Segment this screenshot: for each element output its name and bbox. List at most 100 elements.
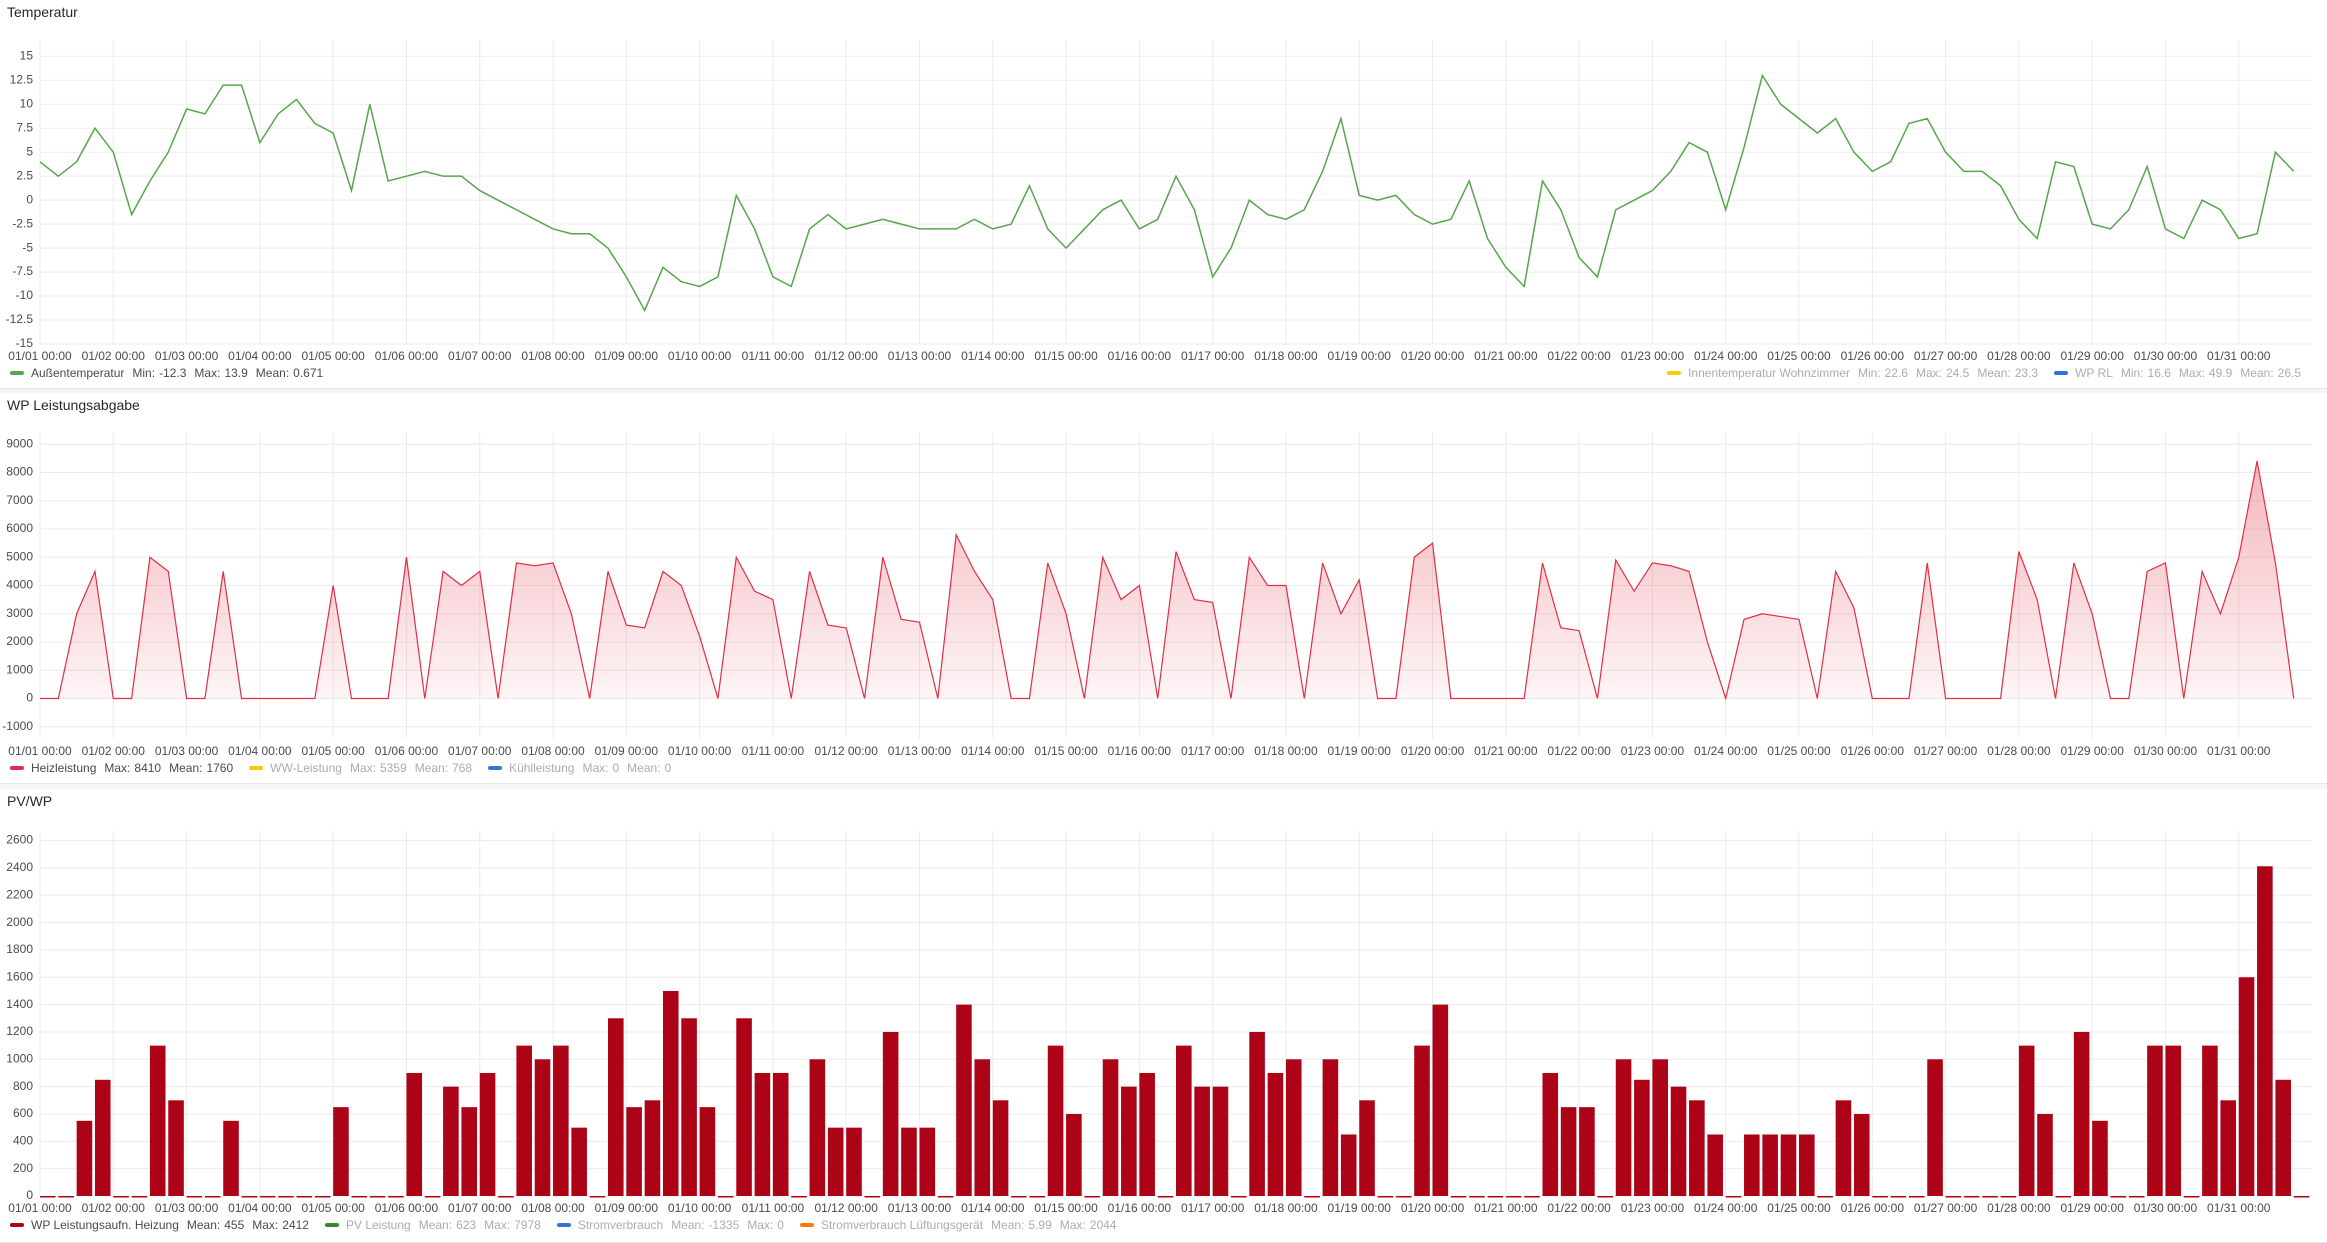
x-tick-label: 01/24 00:00 [1694, 1201, 1758, 1215]
bar [333, 1107, 349, 1196]
bar [1982, 1196, 1998, 1198]
legend-item[interactable]: Außentemperatur Min: -12.3 Max: 13.9 Mean: 0.6… [10, 366, 323, 380]
legend-swatch [488, 766, 503, 770]
legend-stat-label: Max: [582, 761, 609, 775]
x-tick-label: 01/08 00:00 [521, 1201, 585, 1215]
legend-label: Stromverbrauch [577, 1218, 664, 1232]
bar [644, 1100, 661, 1196]
bar [1542, 1072, 1559, 1196]
legend-stat-value: 24.5 [1946, 366, 1970, 380]
bar [1505, 1196, 1522, 1198]
bar [351, 1196, 368, 1198]
legend-item[interactable]: Innentemperatur Wohnzimmer Min: 22.6 Max: 24… [1667, 366, 2038, 380]
legend-label: Heizleistung [31, 761, 97, 775]
x-tick-label: 01/03 00:00 [155, 349, 219, 363]
x-tick-label: 01/01 00:00 [8, 744, 72, 758]
legend-stat-value: 2412 [282, 1218, 309, 1232]
x-tick-label: 01/24 00:00 [1694, 349, 1758, 363]
y-tick-label: -2.5 [12, 216, 33, 230]
legend-stat: Max: 2044 [1060, 1218, 1117, 1232]
x-tick-label: 01/13 00:00 [888, 1201, 952, 1215]
bar [1267, 1072, 1284, 1196]
y-tick-label: 2600 [6, 833, 33, 847]
legend-swatch [556, 1223, 571, 1227]
x-tick-label: 01/30 00:00 [2134, 349, 2198, 363]
chart: -15 -12.5 -10 -7.5 -5 -2.5 0 2.5 5 7.5 10 12.5 15 01/… [6, 40, 2312, 363]
bar [1157, 1196, 1174, 1198]
bar [791, 1196, 807, 1198]
legend-item[interactable]: Heizleistung Max: 8410 Mean: 1760 [10, 761, 233, 775]
x-tick-label: 01/18 00:00 [1254, 349, 1318, 363]
bar [2037, 1113, 2053, 1196]
bar [278, 1196, 294, 1198]
x-tick-label: 01/07 00:00 [448, 744, 512, 758]
legend-stat-value: 7978 [514, 1218, 541, 1232]
legend: Außentemperatur Min: -12.3 Max: 13.9 Mean: 0.6… [10, 366, 2317, 380]
legend-item[interactable]: PV Leistung Mean: 623 Max: 7978 [324, 1218, 541, 1232]
bar [223, 1120, 239, 1196]
y-tick-label: 800 [13, 1079, 33, 1093]
series-line [40, 460, 2295, 701]
x-tick-label: 01/11 00:00 [742, 744, 805, 758]
x-tick-label: 01/08 00:00 [521, 744, 585, 758]
x-tick-label: 01/02 00:00 [82, 744, 146, 758]
x-tick-label: 01/21 00:00 [1474, 1201, 1538, 1215]
bar [1377, 1196, 1394, 1198]
bar [113, 1196, 129, 1198]
bar [516, 1045, 532, 1196]
legend-swatch [799, 1223, 814, 1227]
legend-label: Stromverbrauch Lüftungsgerät [820, 1218, 984, 1232]
bar [1853, 1113, 1870, 1196]
legend-item[interactable]: WP RL Min: 16.6 Max: 49.9 Mean: 26.5 [2054, 366, 2301, 380]
x-tick-label: 01/26 00:00 [1841, 1201, 1905, 1215]
legend-label: Innentemperatur Wohnzimmer [1688, 366, 1850, 380]
bar [1780, 1134, 1797, 1196]
y-tick-label: 400 [13, 1133, 33, 1147]
x-tick-label: 01/22 00:00 [1547, 1201, 1611, 1215]
bar [1340, 1134, 1357, 1196]
x-tick-label: 01/07 00:00 [448, 1201, 512, 1215]
x-tick-label: 01/28 00:00 [1987, 1201, 2051, 1215]
legend-item[interactable]: WW-Leistung Max: 5359 Mean: 768 [249, 761, 472, 775]
x-tick-label: 01/05 00:00 [301, 1201, 365, 1215]
x-tick-label: 01/14 00:00 [961, 349, 1025, 363]
legend-item[interactable]: Stromverbrauch Lüftungsgerät Mean: 5.99 Max… [799, 1218, 1117, 1232]
bar [1927, 1059, 1943, 1196]
x-tick-label: 01/28 00:00 [1987, 744, 2051, 758]
legend-stat-label: Mean: [2240, 366, 2274, 380]
legend-stat-value: 0 [664, 761, 672, 775]
x-tick-label: 01/04 00:00 [228, 744, 292, 758]
chart: 0 200 400 600 800 1000 1200 1400 1600 1800 2000 220… [6, 831, 2312, 1215]
legend-item[interactable]: Stromverbrauch Mean: -1335 Max: 0 [556, 1218, 784, 1232]
y-tick-label: 2000 [6, 634, 33, 648]
legend-label: Außentemperatur [31, 366, 125, 380]
x-tick-label: 01/10 00:00 [668, 1201, 732, 1215]
series-line [39, 73, 2295, 313]
bar [1560, 1107, 1577, 1196]
bar [40, 1196, 56, 1198]
x-tick-label: 01/03 00:00 [155, 744, 219, 758]
bar [2238, 977, 2255, 1196]
x-tick-label: 01/02 00:00 [82, 349, 146, 363]
bar [608, 1018, 624, 1196]
x-tick-label: 01/30 00:00 [2134, 1201, 2198, 1215]
legend-item[interactable]: WP Leistungsaufn. Heizung Mean: 455 Max: 241… [10, 1218, 309, 1232]
bar [369, 1196, 386, 1198]
x-tick-label: 01/16 00:00 [1108, 744, 1172, 758]
legend-swatch [324, 1223, 339, 1227]
legend-item[interactable]: Kühlleistung Max: 0 Mean: 0 [488, 761, 671, 775]
bar [974, 1059, 991, 1196]
bar [1634, 1079, 1650, 1196]
x-tick-label: 01/06 00:00 [375, 349, 439, 363]
bar [1121, 1086, 1137, 1196]
legend-stat-value: 22.6 [1884, 366, 1908, 380]
y-tick-label: 0 [26, 192, 33, 206]
legend-stat: Mean: 768 [415, 761, 472, 775]
bar [94, 1079, 111, 1196]
legend-stat-value: 455 [224, 1218, 245, 1232]
x-tick-label: 01/11 00:00 [742, 1201, 805, 1215]
legend-stat-label: Max: [349, 761, 376, 775]
y-tick-label: 5000 [6, 549, 33, 563]
bar [662, 990, 679, 1196]
x-tick-label: 01/06 00:00 [375, 1201, 439, 1215]
